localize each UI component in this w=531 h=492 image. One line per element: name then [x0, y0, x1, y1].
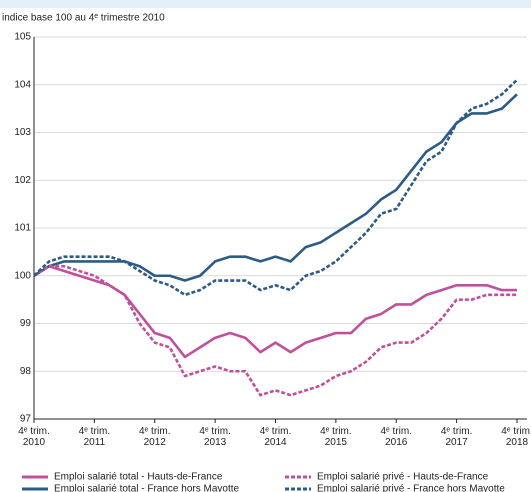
header-band	[0, 0, 531, 8]
y-tick-label: 99	[20, 318, 32, 329]
y-tick-label: 105	[14, 32, 31, 43]
x-tick-label: 4ᵉ trim. 2014	[260, 426, 292, 448]
x-tick-label: 4ᵉ trim. 2013	[199, 426, 231, 448]
x-tick-label: 4ᵉ trim. 2016	[381, 426, 413, 448]
subtitle: indice base 100 au 4ᵉ trimestre 2010	[2, 13, 165, 24]
x-tick-label: 4ᵉ trim. 2011	[79, 426, 111, 448]
y-tick-label: 101	[14, 223, 31, 234]
x-tick-label: 4ᵉ trim. 2018	[501, 426, 531, 448]
x-tick-label: 4ᵉ trim. 2015	[320, 426, 352, 448]
y-tick-label: 97	[20, 414, 32, 425]
series-line	[33, 79, 518, 297]
x-tick-label: 4ᵉ trim. 2012	[139, 426, 171, 448]
y-tick-label: 102	[14, 175, 31, 186]
y-tick-label: 103	[14, 127, 31, 138]
series-line	[33, 264, 517, 397]
y-tick-label: 104	[14, 79, 31, 90]
series-line	[33, 264, 517, 359]
x-tick-label: 4ᵉ trim. 2010	[18, 426, 50, 448]
y-tick-label: 100	[14, 270, 31, 281]
x-tick-label: 4ᵉ trim. 2017	[441, 426, 473, 448]
y-tick-label: 98	[20, 366, 32, 377]
legend-label: Emploi salarié privé - France hors Mayot…	[317, 484, 505, 492]
legend-label: Emploi salarié total - Hauts-de-France	[54, 472, 223, 483]
series-line	[33, 93, 518, 282]
legend-label: Emploi salarié total - France hors Mayot…	[54, 484, 240, 492]
legend-label: Emploi salarié privé - Hauts-de-France	[317, 472, 489, 483]
